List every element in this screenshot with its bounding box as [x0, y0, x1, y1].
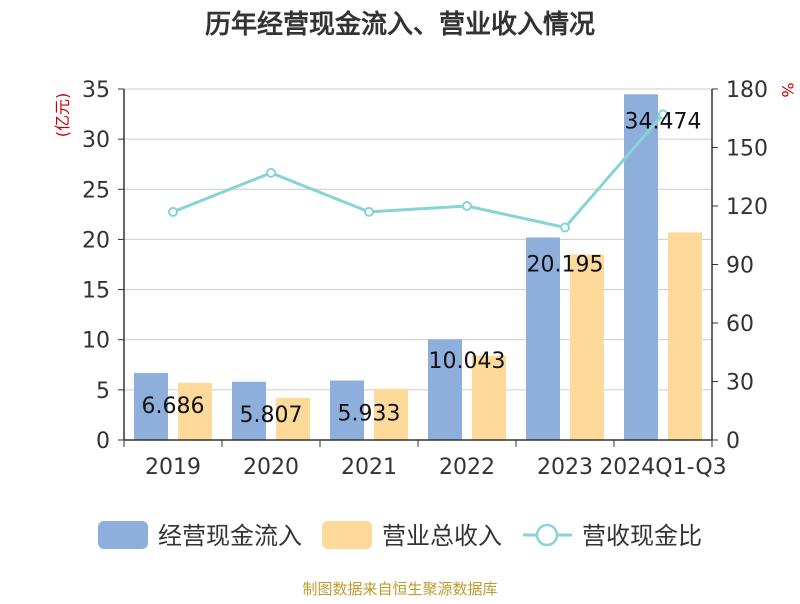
bar-cash-inflow: [232, 381, 266, 440]
x-tick-label: 2020: [243, 455, 299, 480]
bar-total-revenue: [374, 388, 408, 440]
x-tick-label: 2024Q1-Q3: [599, 455, 726, 480]
bar-cash-inflow: [330, 380, 364, 440]
bar-total-revenue: [178, 382, 212, 440]
bar-cash-inflow: [428, 339, 462, 440]
bar-cash-inflow: [526, 237, 560, 440]
y-left-tick-label: 5: [96, 379, 110, 404]
y-right-tick-label: 0: [726, 429, 740, 454]
y-right-tick-label: 30: [726, 371, 754, 396]
data-label-cash-inflow: 20.195: [527, 252, 604, 277]
x-tick-label: 2023: [537, 455, 593, 480]
legend-label-total-revenue: 营业总收入: [382, 522, 502, 550]
ratio-point: [266, 167, 276, 178]
data-label-cash-inflow: 34.474: [625, 109, 702, 134]
y-left-tick-label: 35: [82, 78, 110, 103]
ratio-line: [168, 109, 668, 233]
y-right-tick-label: 180: [726, 78, 768, 103]
ratio-point: [364, 206, 374, 217]
legend-label-cash-inflow: 经营现金流入: [158, 522, 302, 550]
data-labels: 6.686 5.807 5.933 10.043 20.195 34.474: [142, 109, 702, 427]
y-right-tick-label: 120: [726, 195, 768, 220]
ratio-line-path: [172, 113, 665, 230]
x-tick-label: 2022: [439, 455, 495, 480]
bar-cash-inflow: [624, 94, 658, 441]
y-left-tick-label: 10: [82, 329, 110, 354]
ratio-point: [168, 206, 178, 217]
x-tick-label: 2021: [341, 455, 397, 480]
y-left-tick-label: 30: [82, 128, 110, 153]
y-left-unit: (亿元): [53, 93, 72, 138]
bar-total-revenue: [472, 355, 506, 440]
y-right-tick-label: 90: [726, 254, 754, 279]
data-label-cash-inflow: 6.686: [142, 394, 205, 419]
bar-cash-inflow: [134, 372, 168, 440]
ratio-point: [462, 201, 472, 211]
legend-swatch-total-revenue: [322, 521, 372, 549]
y-left-tick-label: 15: [82, 279, 110, 304]
legend-marker-ratio: [535, 523, 559, 547]
y-left-tick-label: 20: [82, 228, 110, 253]
legend-label-ratio: 营收现金比: [582, 522, 702, 550]
data-label-cash-inflow: 5.933: [338, 402, 401, 427]
legend: 经营现金流入 营业总收入 营收现金比: [98, 521, 702, 550]
chart-title: 历年经营现金流入、营业收入情况: [205, 9, 595, 40]
bar-total-revenue: [276, 397, 310, 440]
source-note: 制图数据来自恒生聚源数据库: [302, 580, 497, 598]
data-label-cash-inflow: 10.043: [429, 349, 506, 374]
legend-swatch-cash-inflow: [98, 521, 148, 549]
gridlines: [124, 88, 712, 391]
y-left-tick-label: 0: [96, 429, 110, 454]
bars: [134, 94, 702, 441]
y-left-tick-label: 25: [82, 178, 110, 203]
ratio-point: [560, 222, 570, 233]
axes: 0 5 10 15 20 25 30 35 0 30 60 90 120 150 180 (亿元)% 2019 2…: [53, 78, 797, 480]
x-tick-label: 2019: [145, 455, 201, 480]
ratio-point: [658, 109, 668, 120]
bar-total-revenue: [570, 254, 604, 440]
y-right-unit: %: [778, 82, 797, 97]
y-right-tick-label: 60: [726, 312, 754, 337]
y-right-tick-label: 150: [726, 137, 768, 162]
data-label-cash-inflow: 5.807: [240, 403, 303, 428]
bar-total-revenue: [668, 232, 702, 440]
